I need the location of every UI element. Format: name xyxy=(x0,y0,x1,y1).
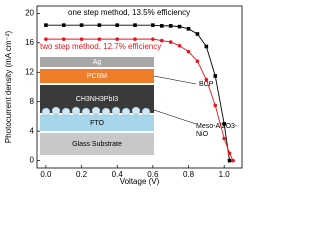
y-tick-label: 20 xyxy=(25,8,34,17)
y-tick-label: 0 xyxy=(30,156,35,165)
marker xyxy=(151,37,155,41)
x-tick-label: 0.8 xyxy=(183,170,195,179)
marker xyxy=(44,37,48,41)
marker xyxy=(195,59,200,64)
marker xyxy=(213,74,218,78)
y-tick-label: 4 xyxy=(30,126,35,135)
side-label: NiO xyxy=(196,131,209,138)
marker xyxy=(204,77,209,82)
marker xyxy=(213,103,218,108)
y-tick-label: 12 xyxy=(25,67,34,76)
layer-glass xyxy=(40,133,154,155)
marker xyxy=(79,37,84,41)
layer-label: Ag xyxy=(93,59,102,66)
layer-fto xyxy=(40,115,154,131)
layer-pcbm xyxy=(40,69,154,83)
marker xyxy=(177,43,182,48)
marker xyxy=(44,23,48,27)
y-tick-label: 16 xyxy=(25,38,34,47)
y-tick-label: 8 xyxy=(30,97,35,106)
marker xyxy=(79,23,84,27)
marker xyxy=(61,23,66,27)
side-label: BCP xyxy=(199,81,214,88)
marker xyxy=(222,136,226,141)
inset xyxy=(40,57,197,155)
marker xyxy=(177,24,182,29)
marker xyxy=(204,44,209,49)
marker xyxy=(231,158,235,163)
marker xyxy=(133,23,137,27)
marker xyxy=(61,37,66,41)
y-axis-label: Photocurrent density (mA cm⁻²) xyxy=(4,31,13,144)
layer-label: FTO xyxy=(90,120,104,127)
chart: 0.0 0.2 0.4 0.6 0.8 1.0 0 4 8 12 16 20 Voltage (V) Ph… xyxy=(4,5,243,186)
marker xyxy=(168,24,173,28)
plot-area xyxy=(44,23,235,163)
x-tick-label: 0.6 xyxy=(147,170,159,179)
plot-frame xyxy=(36,5,243,169)
marker xyxy=(195,32,200,36)
marker xyxy=(227,151,232,156)
marker xyxy=(186,49,191,54)
x-tick-label: 0.2 xyxy=(76,170,88,179)
layer-ag xyxy=(40,57,154,67)
marker xyxy=(159,24,164,28)
x-tick-label: 1.0 xyxy=(219,170,231,179)
x-axis-label: Voltage (V) xyxy=(120,177,160,186)
marker xyxy=(168,40,173,44)
pointer xyxy=(153,75,197,85)
particles xyxy=(41,106,151,117)
marker xyxy=(222,122,226,126)
series-label: two step method, 12.7% efficiency xyxy=(40,42,161,51)
layer-label: PCBM xyxy=(87,73,107,80)
marker xyxy=(186,27,191,31)
marker xyxy=(115,23,120,27)
layer-label: CH3NH3PbI3 xyxy=(76,96,119,103)
marker xyxy=(97,23,102,27)
series-line xyxy=(45,24,230,161)
marker xyxy=(159,38,164,43)
marker xyxy=(151,23,155,27)
x-tick-label: 0.4 xyxy=(112,170,124,179)
marker xyxy=(115,37,120,41)
marker xyxy=(133,37,137,41)
layer-label: Glass Substrate xyxy=(72,141,122,148)
series-label: one step method, 13.5% efficiency xyxy=(68,8,190,17)
side-label: Meso-Al2O3- xyxy=(196,123,238,130)
pointer xyxy=(153,109,197,125)
marker xyxy=(227,158,232,163)
marker xyxy=(97,37,102,41)
x-tick-label: 0.0 xyxy=(40,170,52,179)
